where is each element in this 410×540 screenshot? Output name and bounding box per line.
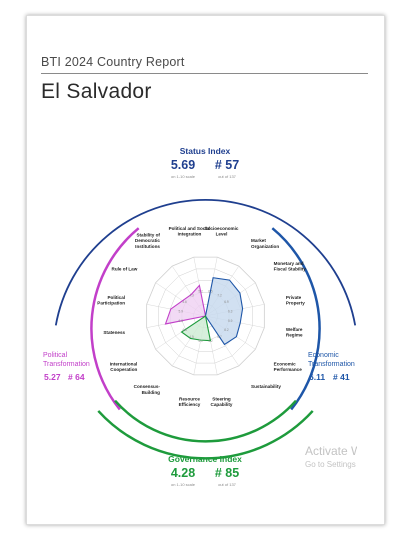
criterion-label: Socioeconomic Level bbox=[205, 226, 239, 237]
radar-chart: 6.5 7.26.9 6.3 5.9 6.25.7 4.2 4.1 4.54.8 6.8 5.9 4… bbox=[146, 256, 265, 376]
criterion-label: Consensus-Building bbox=[134, 384, 161, 395]
criterion-value: 4.2 bbox=[208, 339, 213, 343]
criterion-label: Monetary and Fiscal Stability bbox=[274, 261, 307, 272]
criterion-value: 6.9 bbox=[224, 300, 229, 304]
criterion-label: Welfare Regime bbox=[286, 327, 303, 338]
criterion-label: Sustainability bbox=[251, 384, 281, 389]
radar-scale-labels: 6.5 7.26.9 6.3 5.9 6.25.7 4.2 4.1 4.54.8 6.8 5.9 4… bbox=[179, 289, 233, 342]
criterion-value: 4.8 bbox=[182, 328, 187, 332]
political-label-line2: Transformation bbox=[43, 361, 90, 368]
criterion-label: Private Property bbox=[286, 295, 305, 306]
economic-arc bbox=[271, 227, 321, 411]
status-rank-note: out of 137 bbox=[218, 174, 237, 179]
governance-scale-note: on 1-10 scale bbox=[171, 482, 196, 487]
criterion-value: 6.2 bbox=[224, 328, 229, 332]
criterion-label: International Cooperation bbox=[110, 362, 138, 373]
report-title: BTI 2024 Country Report bbox=[41, 55, 185, 69]
criterion-label: Political Participation bbox=[97, 295, 125, 306]
criterion-label: Stability of Democratic Institutions bbox=[135, 233, 160, 249]
political-arc bbox=[90, 227, 140, 411]
criterion-value: 6.5 bbox=[208, 289, 213, 293]
criterion-value: 6.3 bbox=[228, 309, 233, 313]
report-page: BTI 2024 Country Report El Salvador 6.5 7… bbox=[26, 15, 385, 525]
country-name: El Salvador bbox=[41, 80, 152, 103]
status-index-rank: # 57 bbox=[215, 158, 239, 172]
economic-label-line1: Economic bbox=[308, 352, 339, 359]
criterion-labels: Socioeconomic Level Market Organization Mone… bbox=[97, 226, 306, 407]
criterion-label: Political and Social Integration bbox=[169, 226, 211, 237]
governance-index-rank: # 85 bbox=[215, 466, 239, 480]
watermark-line2: Go to Settings to activate Windows. bbox=[305, 460, 357, 469]
criterion-value: 4.5 bbox=[189, 335, 194, 339]
criterion-value: 4.6 bbox=[182, 300, 187, 304]
criterion-label: Stateness bbox=[103, 330, 125, 335]
criterion-value: 5.9 bbox=[179, 309, 184, 313]
criterion-label: Economic Performance bbox=[274, 362, 303, 373]
criterion-label: Market Organization bbox=[251, 238, 279, 249]
criterion-label: Steering Capability bbox=[211, 396, 233, 407]
economic-area bbox=[204, 277, 244, 346]
governance-index-label: Governance Index bbox=[168, 454, 242, 464]
status-index-label: Status Index bbox=[180, 146, 231, 156]
governance-arc-outer bbox=[97, 410, 314, 460]
criterion-value: 5.7 bbox=[217, 335, 222, 339]
title-rule bbox=[41, 73, 368, 74]
activate-windows-watermark: Activate Windows Go to Settings to activ… bbox=[305, 444, 357, 469]
economic-label-line2: Transformation bbox=[308, 361, 355, 368]
criterion-label: Rule of Law bbox=[112, 266, 138, 271]
political-score: 5.27 bbox=[44, 372, 61, 382]
governance-index-score: 4.28 bbox=[171, 466, 195, 480]
status-arc bbox=[54, 198, 357, 326]
watermark-line1: Activate Windows bbox=[305, 444, 357, 458]
criterion-value: 7.2 bbox=[217, 293, 222, 297]
status-scale-note: on 1-10 scale bbox=[171, 174, 196, 179]
economic-score: 6.11 bbox=[309, 372, 325, 382]
political-label-line1: Political bbox=[43, 352, 68, 359]
status-index-score: 5.69 bbox=[171, 158, 195, 172]
governance-area bbox=[180, 315, 212, 342]
bti-radar-diagram: 6.5 7.26.9 6.3 5.9 6.25.7 4.2 4.1 4.54.8 6.8 5.9 4… bbox=[43, 146, 357, 487]
criterion-value: 4.3 bbox=[189, 293, 194, 297]
radar-ring bbox=[146, 256, 265, 376]
governance-rank-note: out of 137 bbox=[218, 482, 237, 487]
criterion-value: 5.9 bbox=[228, 319, 233, 323]
criterion-value: 5.2 bbox=[198, 289, 203, 293]
economic-rank: # 41 bbox=[333, 372, 350, 382]
criterion-label: Resource Efficiency bbox=[179, 396, 201, 407]
political-area bbox=[164, 284, 207, 325]
governance-arc bbox=[114, 399, 297, 443]
criterion-value: 6.8 bbox=[179, 319, 184, 323]
political-rank: # 64 bbox=[68, 372, 85, 382]
criterion-value: 4.1 bbox=[198, 339, 203, 343]
